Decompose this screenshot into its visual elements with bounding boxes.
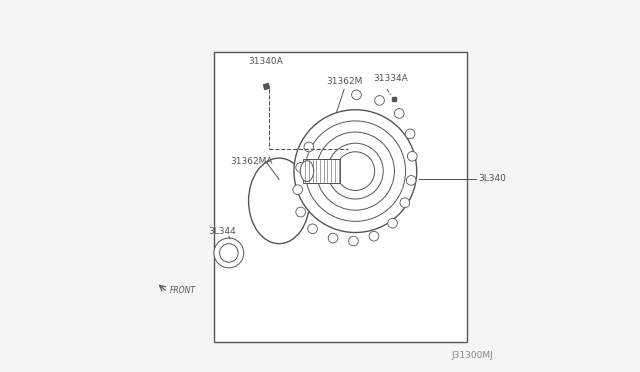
Ellipse shape xyxy=(214,238,244,268)
Ellipse shape xyxy=(296,207,305,217)
Ellipse shape xyxy=(300,161,314,182)
Ellipse shape xyxy=(304,142,314,152)
Ellipse shape xyxy=(328,143,383,199)
Ellipse shape xyxy=(369,231,379,241)
Text: 31340A: 31340A xyxy=(249,57,284,66)
Ellipse shape xyxy=(296,163,305,172)
Ellipse shape xyxy=(374,96,385,105)
Ellipse shape xyxy=(336,152,374,190)
Ellipse shape xyxy=(349,236,358,246)
Ellipse shape xyxy=(293,185,303,195)
Ellipse shape xyxy=(248,158,310,244)
Bar xyxy=(303,159,340,183)
Ellipse shape xyxy=(400,198,410,208)
Text: J31300MJ: J31300MJ xyxy=(451,351,493,360)
Ellipse shape xyxy=(305,121,406,221)
Ellipse shape xyxy=(394,109,404,118)
Ellipse shape xyxy=(328,233,338,243)
Bar xyxy=(214,52,467,342)
Ellipse shape xyxy=(308,224,317,234)
Ellipse shape xyxy=(388,218,397,228)
Text: 31334A: 31334A xyxy=(373,74,408,83)
Text: FRONT: FRONT xyxy=(170,286,195,295)
Ellipse shape xyxy=(294,110,417,232)
Ellipse shape xyxy=(220,244,238,262)
Text: 3L344: 3L344 xyxy=(209,227,236,236)
Text: 31362MA: 31362MA xyxy=(230,157,273,166)
Ellipse shape xyxy=(316,132,394,210)
Text: 3L340: 3L340 xyxy=(478,174,506,183)
Ellipse shape xyxy=(408,151,417,161)
Ellipse shape xyxy=(351,90,362,100)
Ellipse shape xyxy=(405,129,415,139)
Text: 31362M: 31362M xyxy=(326,77,362,86)
Ellipse shape xyxy=(406,176,416,185)
